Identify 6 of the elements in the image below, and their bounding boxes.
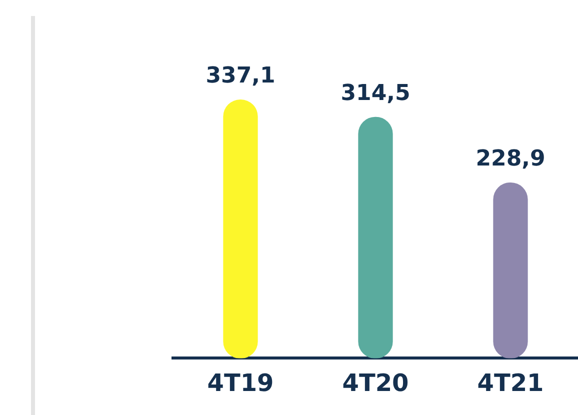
- x-tick-label: 4T19: [207, 368, 274, 397]
- x-tick-label: 4T21: [477, 368, 544, 397]
- data-label: 228,9: [476, 146, 546, 172]
- x-tick-label: 4T20: [342, 368, 409, 397]
- data-label: 314,5: [340, 80, 410, 106]
- data-label: 337,1: [206, 64, 276, 89]
